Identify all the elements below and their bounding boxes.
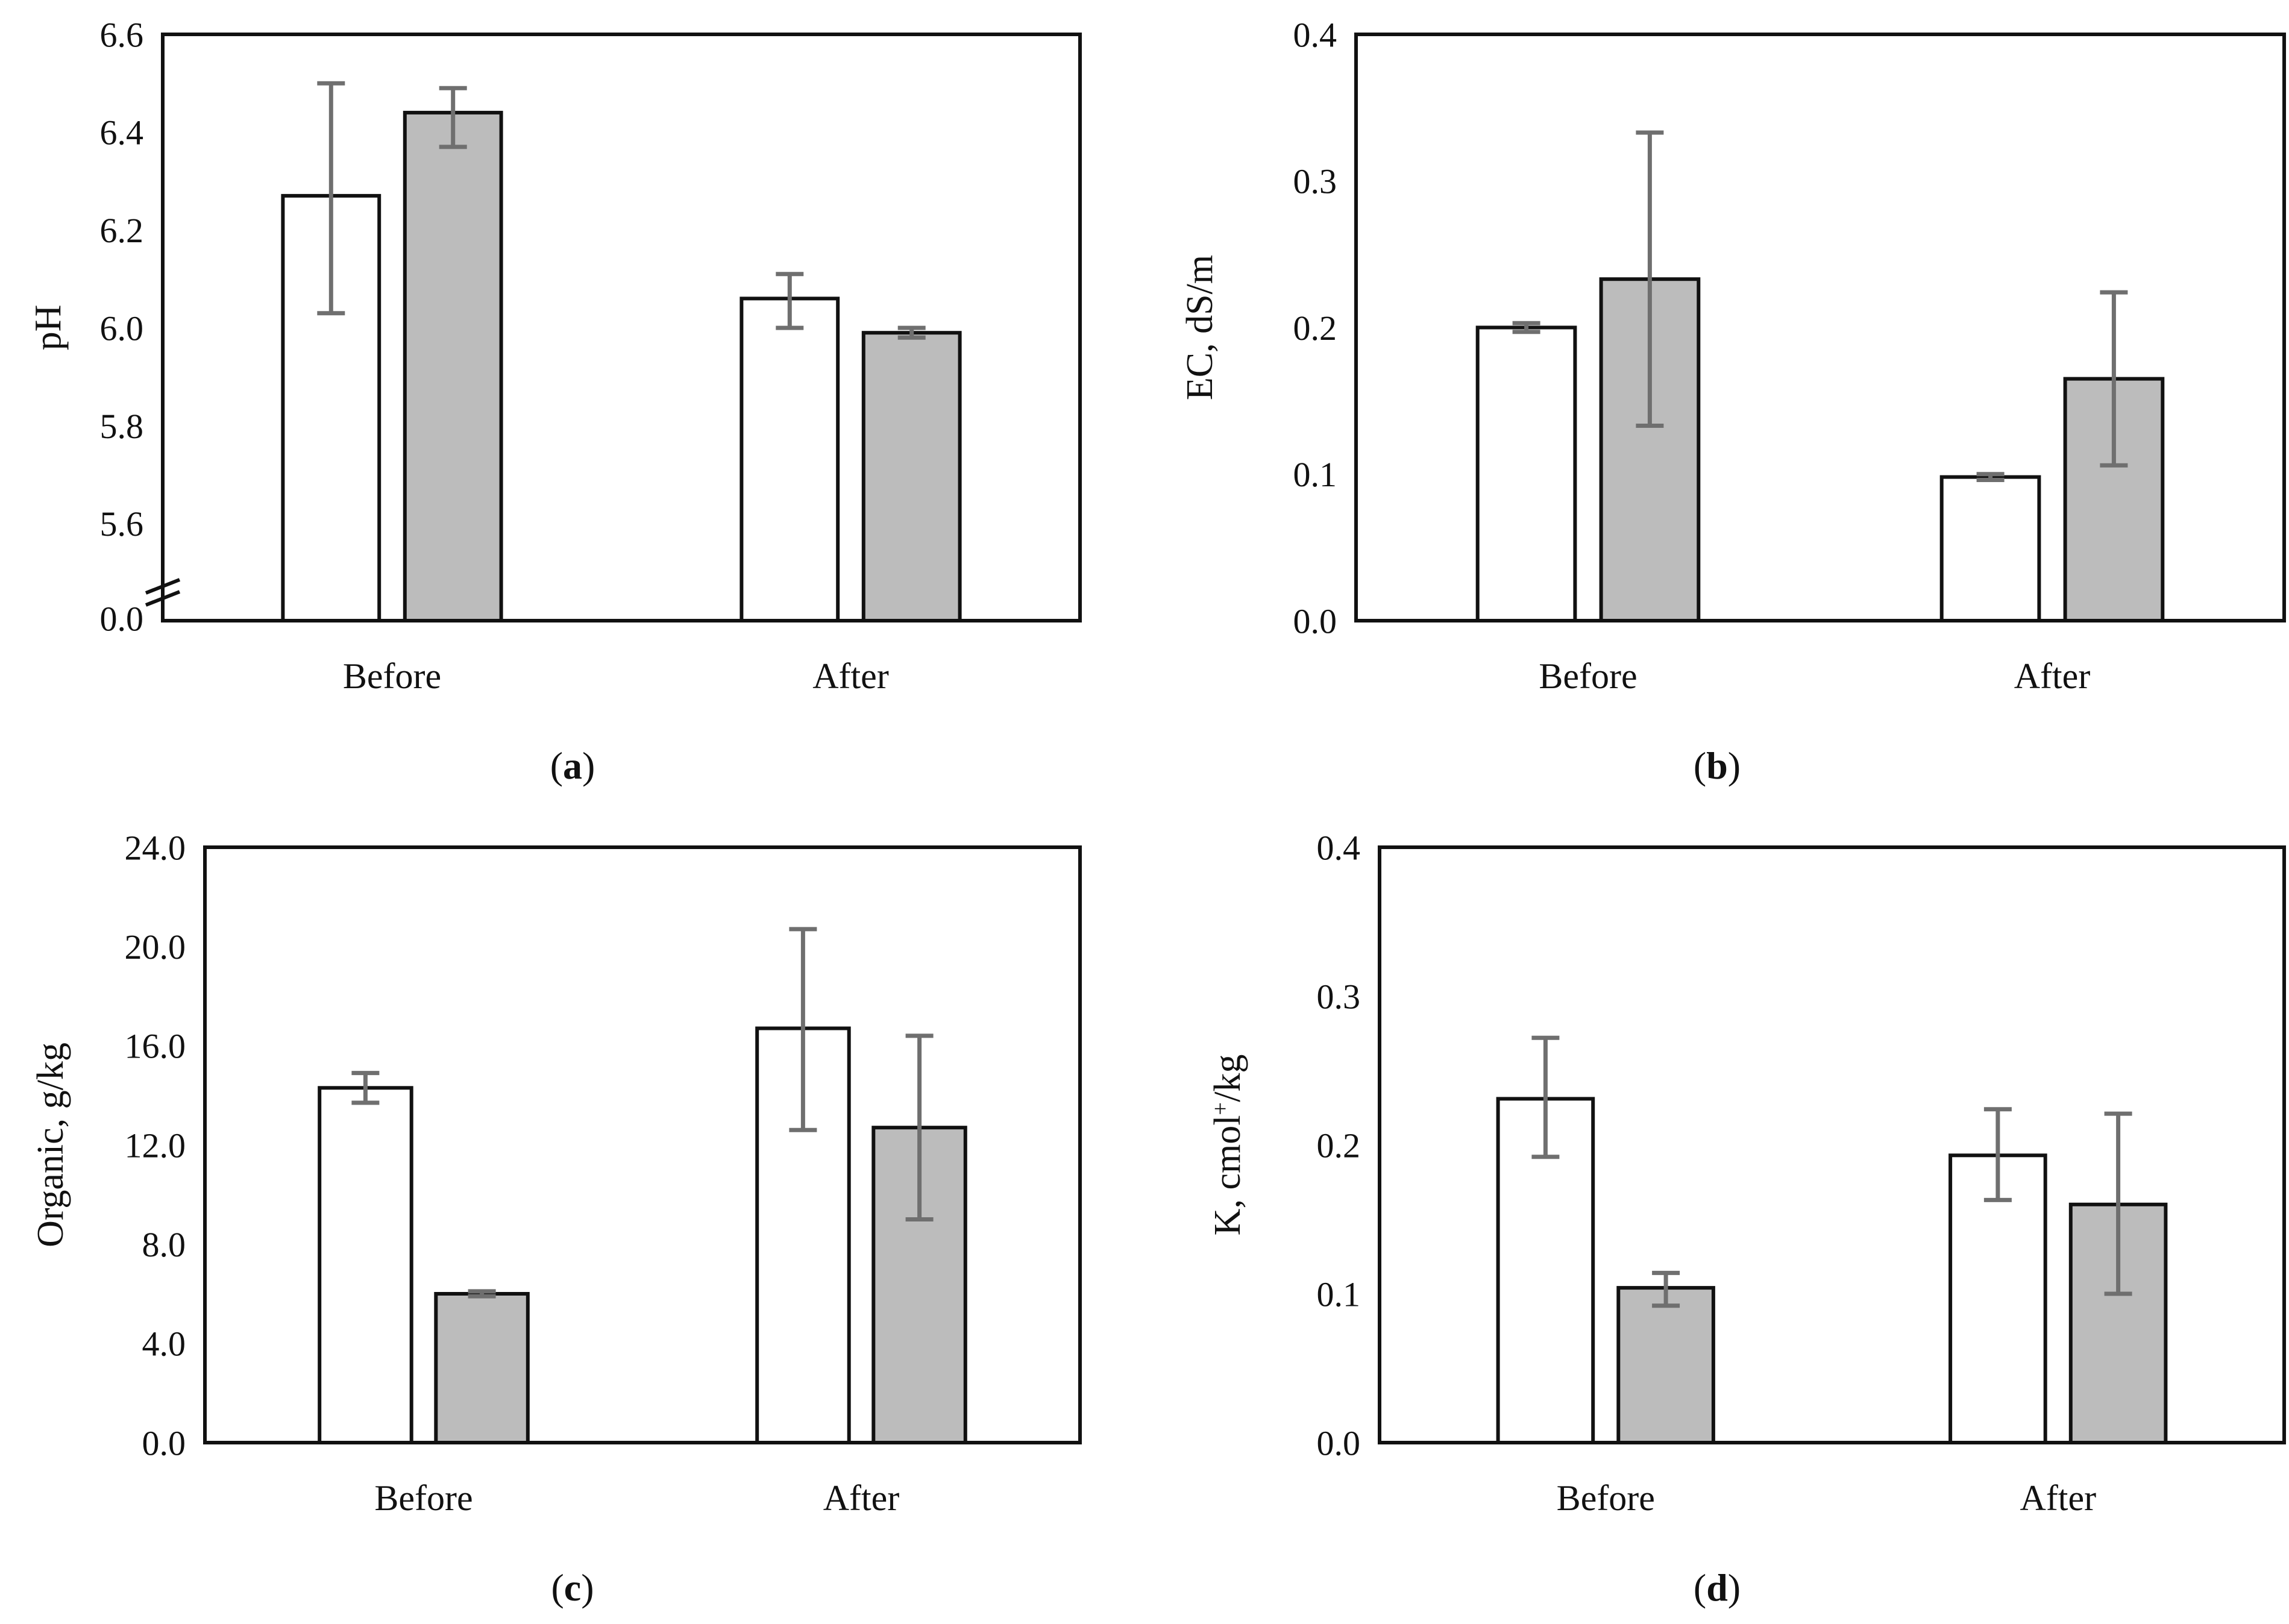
ytick-d-0.0: 0.0 [1317, 1423, 1361, 1463]
errorbar-b-before-gray [1636, 130, 1664, 428]
ytick-a-6.4: 6.4 [100, 113, 144, 152]
panel-letter-b: (b) [1694, 744, 1741, 787]
ytick-c-24.0: 24.0 [125, 828, 186, 867]
ytick-b-0.4: 0.4 [1293, 15, 1337, 54]
errorbar-c-after-gray [905, 1033, 934, 1221]
errorbar-a-after-gray [897, 325, 926, 340]
ytick-d-0.3: 0.3 [1317, 977, 1361, 1016]
ytick-d-0.4: 0.4 [1317, 828, 1361, 867]
panel-letter-d: (d) [1694, 1566, 1741, 1609]
axis-break-mark-1 [145, 578, 181, 595]
ytick-c-8.0: 8.0 [142, 1225, 186, 1264]
bar-a-before-gray [403, 110, 503, 622]
panel-c-chart: 24.0 20.0 16.0 12.0 8.0 4.0 0.0 Organic, g/kg Be… [30, 828, 1082, 1609]
errorbar-d-before-white [1531, 1035, 1560, 1159]
xcat-b-after: After [2014, 656, 2091, 696]
ytick-a-6.6: 6.6 [100, 15, 144, 54]
xcat-d-before: Before [1557, 1478, 1655, 1518]
errorbar-b-after-white [1976, 472, 2005, 482]
errorbar-a-after-white [776, 272, 804, 330]
panel-letter-a: (a) [550, 744, 595, 787]
panel-c: 24.0 20.0 16.0 12.0 8.0 4.0 0.0 Organic, g/kg Be… [0, 812, 1144, 1624]
panel-letter-c: (c) [551, 1566, 594, 1609]
ylabel-a: pH [28, 305, 69, 351]
bar-a-after-gray [861, 331, 962, 622]
errorbar-d-after-gray [2104, 1111, 2132, 1296]
ytick-b-0.0: 0.0 [1293, 601, 1337, 641]
panel-a: 6.6 6.4 6.2 6.0 5.8 5.6 0.0 pH Before After (a) [0, 0, 1144, 812]
errorbar-a-before-gray [439, 86, 467, 149]
errorbar-a-before-white [317, 81, 345, 316]
bar-b-after-white [1939, 475, 2041, 622]
axis-break-mark-2 [145, 590, 181, 607]
ytick-b-0.1: 0.1 [1293, 455, 1337, 494]
ytick-c-4.0: 4.0 [142, 1325, 186, 1364]
ytick-c-12.0: 12.0 [125, 1126, 186, 1165]
ytick-c-0.0: 0.0 [142, 1423, 186, 1463]
xcat-a-before: Before [343, 656, 441, 696]
panel-a-chart: 6.6 6.4 6.2 6.0 5.8 5.6 0.0 pH Before After (a) [28, 15, 1082, 787]
xcat-d-after: After [2020, 1478, 2097, 1518]
plot-box-d [1378, 845, 2286, 1444]
bar-c-before-white [318, 1086, 413, 1444]
plot-box-c [203, 845, 1082, 1444]
ytick-d-0.2: 0.2 [1317, 1126, 1361, 1165]
ytick-d-0.1: 0.1 [1317, 1274, 1361, 1314]
ytick-c-20.0: 20.0 [125, 927, 186, 967]
errorbar-b-before-white [1512, 321, 1540, 334]
bar-d-before-gray [1616, 1286, 1715, 1444]
errorbar-d-after-white [1983, 1107, 2012, 1202]
ytick-b-0.2: 0.2 [1293, 309, 1337, 348]
ylabel-c: Organic, g/kg [30, 1042, 71, 1247]
xcat-a-after: After [812, 656, 889, 696]
errorbar-c-after-white [789, 927, 817, 1132]
bar-d-after-white [1948, 1153, 2047, 1444]
xcat-b-before: Before [1539, 656, 1637, 696]
ytick-a-6.0: 6.0 [100, 309, 144, 348]
errorbar-d-before-gray [1652, 1270, 1680, 1308]
panel-b-chart: 0.4 0.3 0.2 0.1 0.0 EC, dS/m Before After (b) [1179, 15, 2286, 787]
bar-b-after-gray [2063, 377, 2165, 622]
ytick-b-0.3: 0.3 [1293, 162, 1337, 201]
panel-d-chart: 0.4 0.3 0.2 0.1 0.0 K, cmol+/kg Before After (d) [1207, 828, 2286, 1609]
errorbar-c-before-white [351, 1071, 380, 1105]
bar-c-before-gray [434, 1292, 530, 1444]
ytick-a-5.6: 5.6 [100, 504, 144, 544]
bar-b-before-white [1475, 325, 1577, 622]
ylabel-d: K, cmol+/kg [1207, 1055, 1248, 1236]
ytick-a-5.8: 5.8 [100, 407, 144, 446]
panel-b: 0.4 0.3 0.2 0.1 0.0 EC, dS/m Before After (b) [1144, 0, 2289, 812]
plot-box-b [1354, 33, 2286, 622]
ytick-c-16.0: 16.0 [125, 1027, 186, 1066]
errorbar-c-before-gray [468, 1289, 496, 1299]
ytick-a-0.0: 0.0 [100, 599, 144, 638]
ytick-a-6.2: 6.2 [100, 211, 144, 250]
errorbar-b-after-gray [2100, 290, 2128, 468]
panel-d: 0.4 0.3 0.2 0.1 0.0 K, cmol+/kg Before After (d) [1144, 812, 2289, 1624]
plot-box-a [161, 33, 1082, 622]
bar-a-after-white [739, 296, 840, 622]
xcat-c-before: Before [374, 1478, 473, 1518]
xcat-c-after: After [823, 1478, 900, 1518]
ylabel-b: EC, dS/m [1179, 255, 1220, 400]
